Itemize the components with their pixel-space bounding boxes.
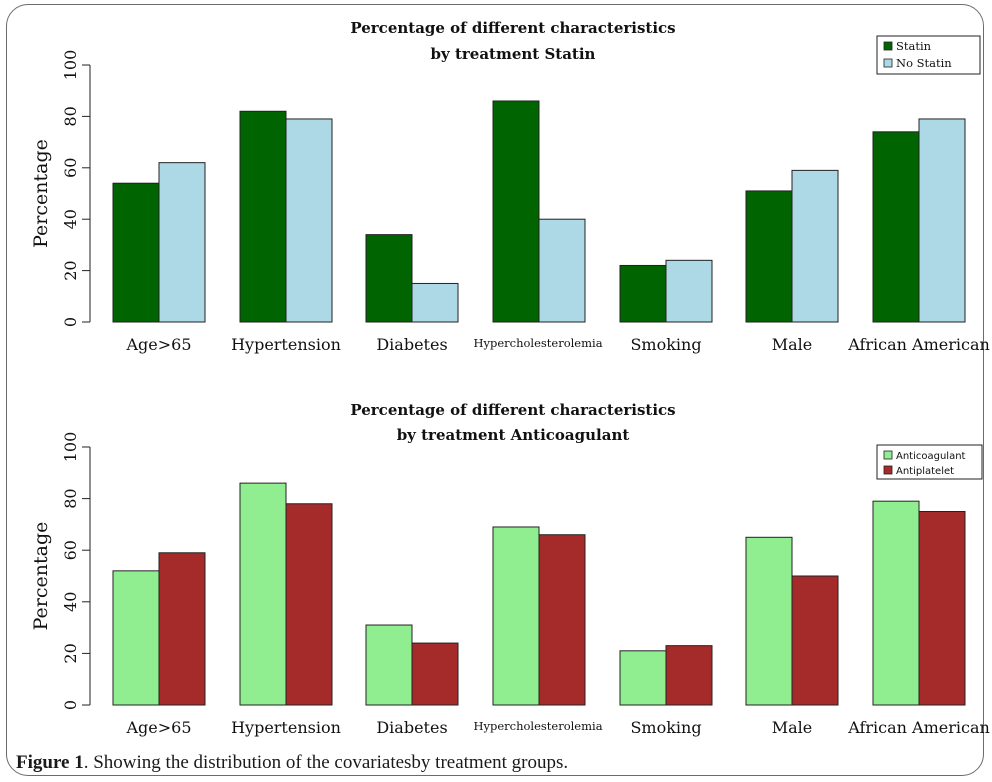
chart-2: Percentage of different characteristics b… xyxy=(30,401,990,737)
y-tick-label: 80 xyxy=(61,488,80,508)
bar-primary xyxy=(872,131,920,323)
bar-secondary xyxy=(665,259,713,323)
bar-primary xyxy=(239,482,287,706)
chart-title-line: by treatment Anticoagulant xyxy=(397,426,630,444)
bar-secondary xyxy=(791,575,839,706)
x-category-label: Hypercholesterolemia xyxy=(473,336,602,350)
bar-primary xyxy=(745,190,793,323)
bar-primary xyxy=(112,182,160,323)
bar-secondary xyxy=(918,511,966,706)
y-tick-label: 80 xyxy=(61,106,80,126)
legend: Statin No Statin xyxy=(876,35,981,75)
bar-primary xyxy=(492,526,540,706)
y-tick-label: 60 xyxy=(61,158,80,178)
chart-title-line: Percentage of different characteristics xyxy=(350,19,675,37)
caption-text: . Showing the distribution of the covari… xyxy=(83,752,569,773)
bar-primary xyxy=(872,500,920,706)
y-axis-title: Percentage xyxy=(30,522,52,631)
x-category-label: Male xyxy=(772,335,813,354)
y-tick-label: 40 xyxy=(61,209,80,229)
legend: Anticoagulant Antiplatelet xyxy=(876,444,983,480)
bar-secondary xyxy=(791,169,839,323)
chart-title-line: Percentage of different characteristics xyxy=(350,401,675,419)
bar-secondary xyxy=(538,534,586,706)
bar-primary xyxy=(492,100,540,323)
x-category-label: Hypercholesterolemia xyxy=(473,719,602,733)
bar-secondary xyxy=(158,552,206,706)
x-category-label: Smoking xyxy=(630,335,701,354)
bar-primary xyxy=(239,110,287,323)
bar-secondary xyxy=(158,162,206,323)
y-tick-label: 20 xyxy=(61,643,80,663)
legend-swatch xyxy=(883,450,893,460)
legend-label: Statin xyxy=(896,39,932,53)
bar-secondary xyxy=(285,503,333,706)
legend-label: No Statin xyxy=(896,56,952,70)
x-category-label: Hypertension xyxy=(231,335,341,354)
legend-swatch xyxy=(883,41,893,51)
bar-primary xyxy=(365,234,413,323)
x-category-label: Age>65 xyxy=(125,335,191,354)
legend-box xyxy=(876,35,981,75)
x-category-label: Smoking xyxy=(630,718,701,737)
figure-caption: Figure 1. Showing the distribution of th… xyxy=(16,752,568,774)
bar-secondary xyxy=(665,645,713,706)
chart-1: Percentage of different characteristics b… xyxy=(30,19,990,354)
x-category-label: Diabetes xyxy=(376,335,447,354)
legend-label: Antiplatelet xyxy=(896,466,954,477)
x-category-label: Diabetes xyxy=(376,718,447,737)
x-category-label: African American xyxy=(847,718,990,737)
bar-secondary xyxy=(538,218,586,323)
bar-secondary xyxy=(918,118,966,323)
x-category-label: Hypertension xyxy=(231,718,341,737)
x-category-label: Age>65 xyxy=(125,718,191,737)
legend-label: Anticoagulant xyxy=(896,451,966,462)
bar-primary xyxy=(619,650,667,706)
y-tick-label: 0 xyxy=(61,700,80,710)
chart-title-line: by treatment Statin xyxy=(431,45,596,63)
bar-secondary xyxy=(285,118,333,323)
bar-primary xyxy=(112,570,160,706)
bar-primary xyxy=(365,624,413,706)
y-tick-label: 40 xyxy=(61,592,80,612)
y-tick-label: 0 xyxy=(61,317,80,327)
x-category-label: African American xyxy=(847,335,990,354)
y-axis-title: Percentage xyxy=(30,139,52,248)
legend-box xyxy=(876,444,983,480)
caption-label: Figure 1 xyxy=(16,752,84,773)
legend-swatch xyxy=(883,465,893,475)
y-tick-label: 60 xyxy=(61,540,80,560)
y-tick-label: 20 xyxy=(61,260,80,280)
legend-swatch xyxy=(883,58,893,68)
y-tick-label: 100 xyxy=(61,432,80,463)
bar-primary xyxy=(619,264,667,323)
x-category-label: Male xyxy=(772,718,813,737)
bar-secondary xyxy=(411,282,459,323)
y-tick-label: 100 xyxy=(61,50,80,81)
bar-secondary xyxy=(411,642,459,706)
bar-primary xyxy=(745,536,793,706)
